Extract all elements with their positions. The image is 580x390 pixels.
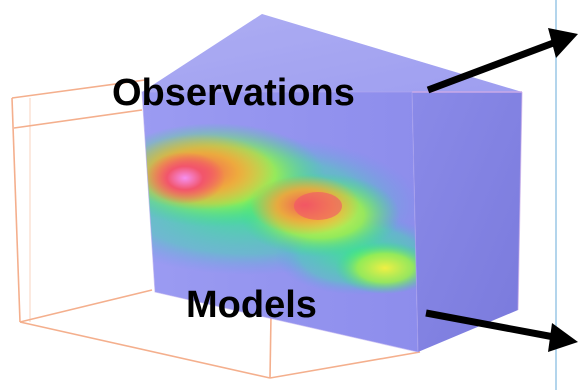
observations-arrow-head bbox=[548, 28, 578, 58]
models-arrow-head bbox=[548, 323, 578, 352]
volume-side-face bbox=[412, 92, 522, 352]
observations-label: Observations bbox=[112, 72, 355, 114]
models-label: Models bbox=[186, 284, 317, 326]
models-arrow bbox=[425, 309, 555, 341]
volume-front-face bbox=[142, 92, 418, 352]
observations-arrow bbox=[426, 38, 558, 94]
volume-top-face bbox=[142, 14, 522, 92]
